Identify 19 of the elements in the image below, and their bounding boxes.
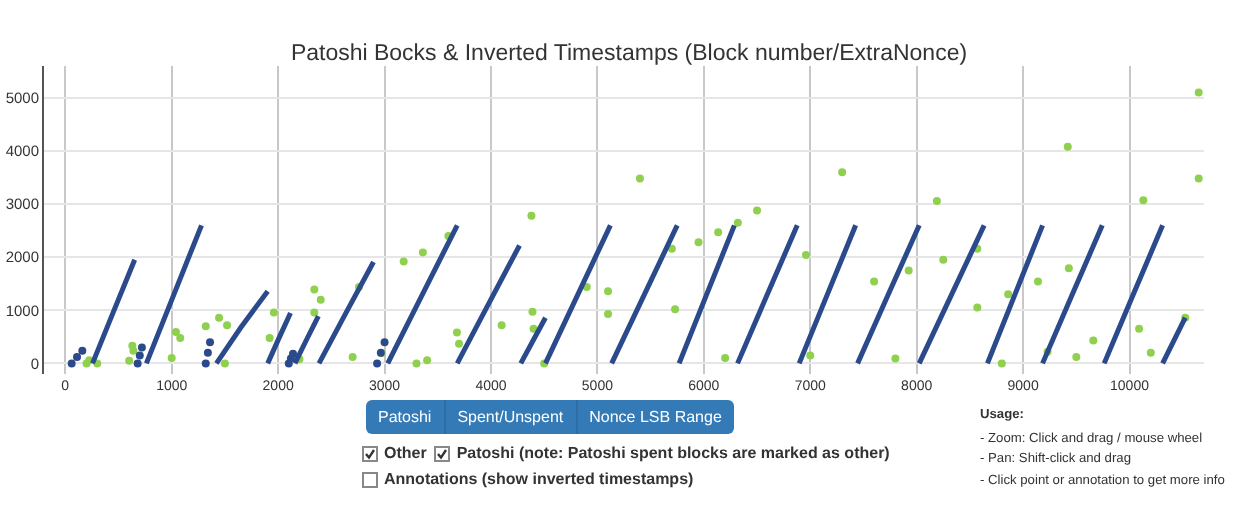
point (73, 353, 81, 361)
point (78, 346, 87, 355)
point (203, 348, 212, 357)
button: Patoshi (366, 400, 446, 434)
chart-title: Patoshi Bocks & Inverted Timestamps (Block number/ExtraNonce) (290, 42, 968, 67)
point (206, 338, 215, 347)
point (137, 343, 146, 352)
text: Patoshi (note: Patoshi spent blocks are marked as other) (456, 444, 890, 462)
point (133, 359, 142, 368)
button: Spent/Unspent (445, 400, 578, 434)
point (135, 351, 144, 360)
point (201, 359, 210, 368)
point (373, 359, 382, 368)
text: Annotations (show inverted timestamps) (384, 470, 694, 488)
point (289, 349, 298, 358)
point (380, 338, 389, 347)
button: Nonce LSB Range (577, 400, 734, 434)
point (67, 359, 76, 368)
text: Other (384, 444, 427, 462)
